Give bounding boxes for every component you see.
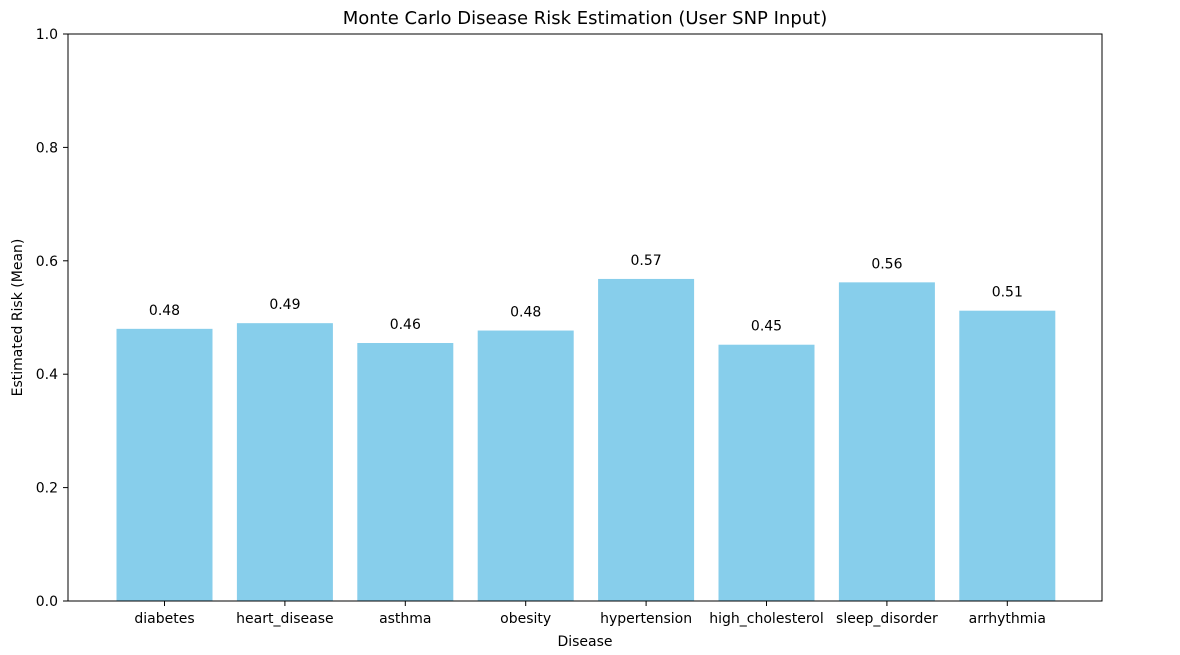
bars-group xyxy=(116,278,1056,601)
y-tick-label: 0.2 xyxy=(36,481,58,497)
bar-diabetes xyxy=(116,328,213,601)
value-labels-group: 0.48 0.49 0.46 0.48 0.57 0.45 0.56 0.51 xyxy=(149,253,1023,335)
x-tick-label: arrhythmia xyxy=(969,611,1046,627)
plot-area: 0.48 0.490.460.480.570.450.560.51 0.00.20… xyxy=(36,27,1103,627)
x-tick-label: heart_disease xyxy=(236,611,333,627)
bar-value-label: 0.57 xyxy=(631,253,662,269)
bar-value-label: 0.49 xyxy=(269,297,300,313)
x-tick-label: obesity xyxy=(500,611,551,627)
x-tick-label: high_cholesterol xyxy=(709,611,823,627)
chart-title: Monte Carlo Disease Risk Estimation (Use… xyxy=(343,8,828,29)
y-tick-label: 0.8 xyxy=(36,140,58,156)
bar-arrhythmia xyxy=(959,310,1056,601)
bar-hypertension xyxy=(598,278,695,601)
bar-value-label: 0.51 xyxy=(992,285,1023,301)
bar-value-label: 0.45 xyxy=(751,319,782,335)
bar-obesity xyxy=(477,330,574,601)
bar-value-label: 0.48 xyxy=(149,303,180,319)
bar-value-label: 0.46 xyxy=(390,317,421,333)
bar-heart-disease xyxy=(236,323,333,601)
y-axis: 0.0 0.2 0.4 0.6 0.8 1.0 xyxy=(36,27,68,610)
x-tick-label: sleep_disorder xyxy=(836,611,938,627)
x-axis: diabetes heart_disease asthma obesity hypert… xyxy=(134,601,1046,627)
y-tick-label: 0.6 xyxy=(36,254,58,270)
x-tick-label: diabetes xyxy=(134,611,194,627)
x-tick-label: asthma xyxy=(379,611,431,627)
x-axis-label: Disease xyxy=(557,634,612,650)
plot-frame xyxy=(67,33,1103,602)
bar-sleep-disorder xyxy=(838,282,935,601)
y-axis-label: Estimated Risk (Mean) xyxy=(10,239,26,397)
bar-value-label: 0.48 xyxy=(510,305,541,321)
bar-high-cholesterol xyxy=(718,344,815,601)
bar-value-label: 0.56 xyxy=(871,256,902,272)
x-tick-label: hypertension xyxy=(600,611,692,627)
bar-asthma xyxy=(357,343,454,601)
y-tick-label: 0.4 xyxy=(36,367,58,383)
y-tick-label: 1.0 xyxy=(36,27,58,43)
y-tick-label: 0.0 xyxy=(36,594,58,610)
